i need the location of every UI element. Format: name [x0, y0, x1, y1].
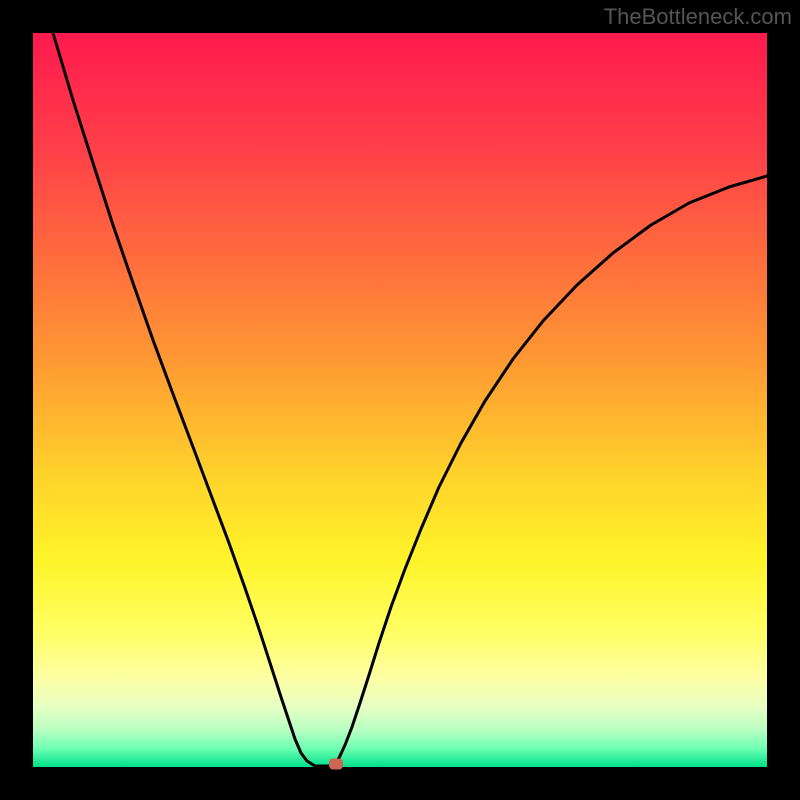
bottleneck-curve	[33, 33, 767, 767]
optimal-point-marker	[329, 759, 343, 770]
watermark-text: TheBottleneck.com	[604, 4, 792, 30]
plot-area	[33, 33, 767, 767]
